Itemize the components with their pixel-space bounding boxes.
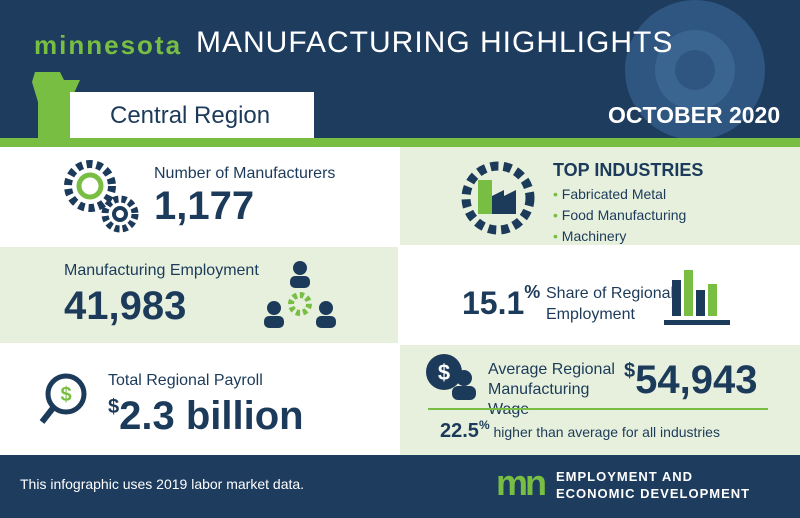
region: Central Region — [110, 102, 271, 129]
magnifier-icon: $ — [39, 373, 87, 424]
divider — [428, 408, 768, 410]
label: Share of Regional Employment — [546, 285, 675, 323]
green-stripe — [0, 138, 800, 147]
panel — [400, 147, 800, 245]
region-box — [70, 92, 314, 138]
label: Average Regional Manufacturing Wage — [488, 361, 615, 418]
label: Manufacturing Employment — [64, 262, 259, 279]
people-icon — [264, 261, 336, 328]
comparison-number: 22.5 — [440, 420, 479, 442]
industry: • Fabricated Metal — [553, 186, 667, 202]
amount: 54,943 — [635, 358, 758, 402]
comparison-unit: % — [478, 418, 490, 432]
svg-text:$: $ — [438, 360, 450, 385]
bar-icon — [664, 270, 730, 325]
industry: • Machinery — [553, 228, 627, 244]
footer — [0, 455, 800, 518]
factory-icon — [461, 161, 535, 235]
gears-icon — [64, 160, 139, 233]
label: Total Regional Payroll — [108, 372, 263, 389]
share-value: 15.1% — [462, 282, 540, 322]
amount: 2.3 billion — [119, 394, 304, 438]
currency: $ — [624, 360, 636, 382]
gear-decoration — [625, 0, 765, 138]
industry-list: • Fabricated Metal • Food Manufacturing … — [553, 184, 686, 247]
title: MANUFACTURING HIGHLIGHTS — [196, 26, 674, 59]
currency: $ — [108, 396, 120, 418]
footer-note: This infographic uses 2019 labor market … — [20, 476, 305, 492]
state-shape — [32, 72, 80, 138]
label: Number of Manufacturers — [154, 165, 336, 182]
industry-name: Food Manufacturing — [561, 207, 687, 223]
value: $54,943 — [624, 358, 757, 403]
logo: mn — [496, 462, 547, 503]
comparison-text: higher than average for all industries — [493, 424, 720, 440]
date: OCTOBER 2020 — [608, 102, 781, 128]
share-unit: % — [524, 282, 541, 302]
industry-name: Machinery — [561, 228, 627, 244]
value: $2.3 billion — [108, 394, 304, 439]
brand: minnesota — [34, 30, 183, 60]
value: 1,177 — [154, 184, 255, 228]
svg-text:$: $ — [60, 384, 71, 406]
industry: • Food Manufacturing — [553, 207, 687, 223]
value: 41,983 — [64, 284, 187, 328]
share-number: 15.1 — [462, 285, 525, 321]
wage-icon: $ — [426, 354, 476, 400]
org: EMPLOYMENT AND ECONOMIC DEVELOPMENT — [556, 469, 751, 501]
industry-name: Fabricated Metal — [561, 186, 667, 202]
comparison: 22.5% higher than average for all indust… — [440, 418, 720, 443]
industries-title: TOP INDUSTRIES — [553, 160, 704, 180]
